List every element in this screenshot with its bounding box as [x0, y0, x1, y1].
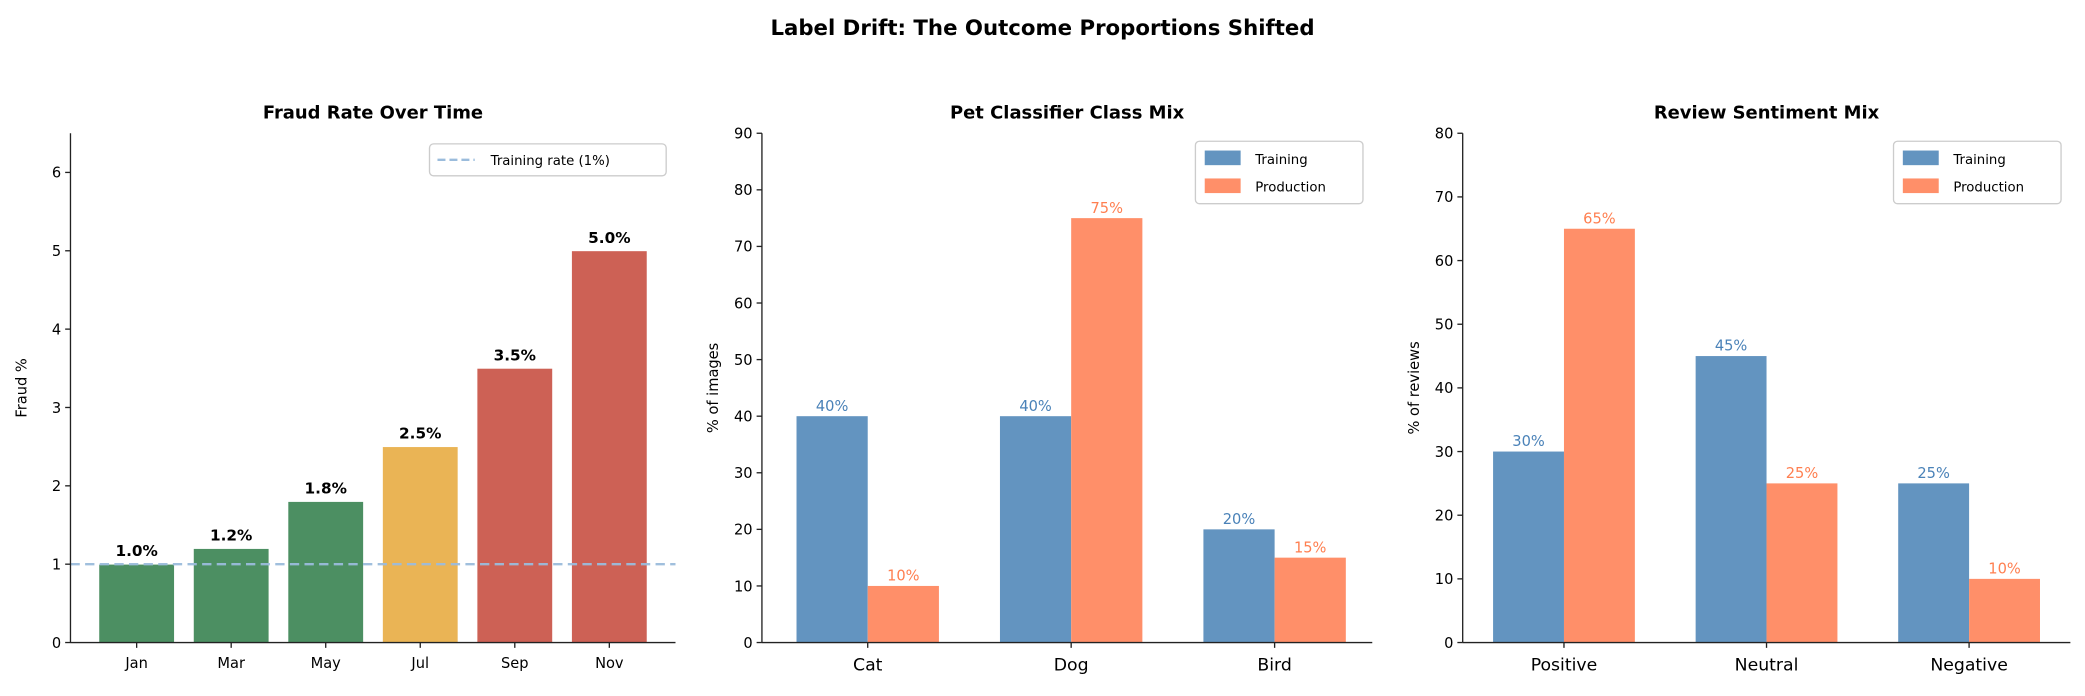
bar-value-label: 40% [816, 398, 849, 415]
y-axis-label: % of reviews [1406, 341, 1423, 434]
legend-label-production: Production [1953, 181, 2024, 196]
x-tick-label-jan: Jan [124, 655, 148, 672]
y-tick-label: 50 [734, 352, 753, 369]
bar-value-label: 15% [1294, 539, 1327, 556]
y-tick-label: 4 [52, 321, 61, 338]
bar-value-label: 1.2% [210, 527, 252, 545]
bar-production-cat [867, 585, 939, 643]
y-tick-label: 20 [1435, 508, 1454, 525]
bar-jan [98, 563, 175, 643]
legend-label-production: Production [1255, 181, 1326, 196]
bar-training-negative [1898, 483, 1970, 643]
bar-value-label: 2.5% [399, 425, 441, 443]
x-tick-label-positive: Positive [1531, 655, 1598, 675]
y-tick-label: 60 [734, 295, 753, 312]
y-tick-label: 2 [52, 478, 61, 495]
y-tick-label: 1 [52, 557, 61, 574]
x-tick-label-negative: Negative [1930, 655, 2008, 675]
bar-value-label: 10% [1988, 561, 2021, 578]
y-tick-label: 3 [52, 400, 61, 417]
legend-label-training: Training [1254, 153, 1307, 168]
bar-value-label: 30% [1512, 433, 1545, 450]
y-tick-label: 80 [734, 182, 753, 199]
bar-value-label: 65% [1583, 210, 1616, 227]
y-tick-label: 30 [1435, 444, 1454, 461]
bar-mar [192, 548, 270, 643]
bar-jul [382, 446, 459, 643]
y-tick-label: 20 [734, 522, 753, 539]
y-tick-label: 40 [734, 409, 753, 426]
bar-value-label: 20% [1223, 511, 1256, 528]
y-tick-label: 6 [52, 165, 61, 182]
y-tick-label: 70 [734, 239, 753, 256]
y-tick-label: 80 [1435, 126, 1454, 143]
bar-value-label: 10% [887, 568, 920, 585]
legend-swatch-production [1204, 178, 1241, 194]
legend-box [428, 143, 667, 177]
legend-label-training-rate: Training rate (1%) [490, 154, 610, 169]
bar-value-label: 75% [1091, 200, 1124, 217]
legend-swatch-training [1902, 150, 1939, 166]
bar-value-label: 45% [1715, 338, 1748, 355]
bar-value-label: 25% [1917, 465, 1950, 482]
chart-title: Fraud Rate Over Time [263, 103, 483, 124]
legend-swatch-production [1902, 178, 1939, 194]
bar-training-positive [1493, 451, 1564, 643]
bar-value-label: 5.0% [588, 229, 630, 247]
bar-production-positive [1563, 228, 1635, 643]
bar-production-negative [1969, 578, 2040, 643]
y-axis-label: Fraud % [14, 358, 31, 417]
bar-training-dog [999, 416, 1072, 643]
bar-may [287, 501, 364, 643]
x-tick-label-may: May [311, 655, 342, 672]
x-tick-label-mar: Mar [217, 655, 245, 672]
pet-class-mix-chart: Pet Classifier Class Mix 40% 40% 20% 10% 75% 1… [705, 103, 1373, 675]
bar-value-label: 40% [1019, 398, 1052, 415]
y-axis-label: % of images [705, 343, 722, 433]
y-tick-label: 0 [743, 635, 752, 652]
x-tick-label-jul: Jul [410, 655, 429, 672]
y-tick-label: 10 [734, 578, 753, 595]
bar-production-dog [1071, 218, 1143, 643]
y-tick-label: 90 [734, 126, 753, 143]
x-tick-label-dog: Dog [1054, 655, 1089, 675]
bar-training-cat [796, 416, 868, 643]
bar-production-neutral [1766, 483, 1838, 643]
bar-value-label: 1.8% [305, 480, 347, 498]
y-tick-label: 10 [1435, 571, 1454, 588]
review-sentiment-chart: Review Sentiment Mix 30% 45% 25% 65% 25% 10% Tr… [1406, 103, 2071, 675]
legend-label-training: Training [1952, 153, 2005, 168]
bar-value-label: 1.0% [115, 542, 157, 560]
bar-training-neutral [1695, 356, 1767, 643]
x-tick-label-cat: Cat [853, 655, 883, 675]
bar-sep [476, 367, 554, 643]
bar-value-label: 3.5% [494, 346, 536, 364]
y-tick-label: 70 [1435, 189, 1454, 206]
bar-nov [571, 250, 648, 643]
bar-value-label: 25% [1786, 465, 1819, 482]
y-tick-label: 50 [1435, 317, 1454, 334]
bar-training-bird [1203, 529, 1275, 643]
y-tick-label: 40 [1435, 380, 1454, 397]
bar-production-bird [1274, 557, 1346, 643]
legend-swatch-training [1204, 150, 1241, 166]
y-tick-label: 60 [1435, 253, 1454, 270]
x-tick-label-sep: Sep [501, 655, 529, 672]
chart-title: Review Sentiment Mix [1654, 103, 1880, 124]
x-tick-label-bird: Bird [1257, 655, 1291, 675]
y-tick-label: 30 [734, 465, 753, 482]
figure-suptitle: Label Drift: The Outcome Proportions Shi… [770, 16, 1314, 41]
y-tick-label: 0 [52, 635, 61, 652]
x-tick-label-neutral: Neutral [1735, 655, 1799, 675]
fraud-rate-chart: Fraud Rate Over Time 1.0% 1.2% 1.8% 2.5% 3.5%… [14, 103, 676, 672]
chart-title: Pet Classifier Class Mix [950, 103, 1185, 124]
y-tick-label: 5 [52, 243, 61, 260]
x-tick-label-nov: Nov [595, 655, 624, 672]
y-tick-label: 0 [1444, 635, 1453, 652]
